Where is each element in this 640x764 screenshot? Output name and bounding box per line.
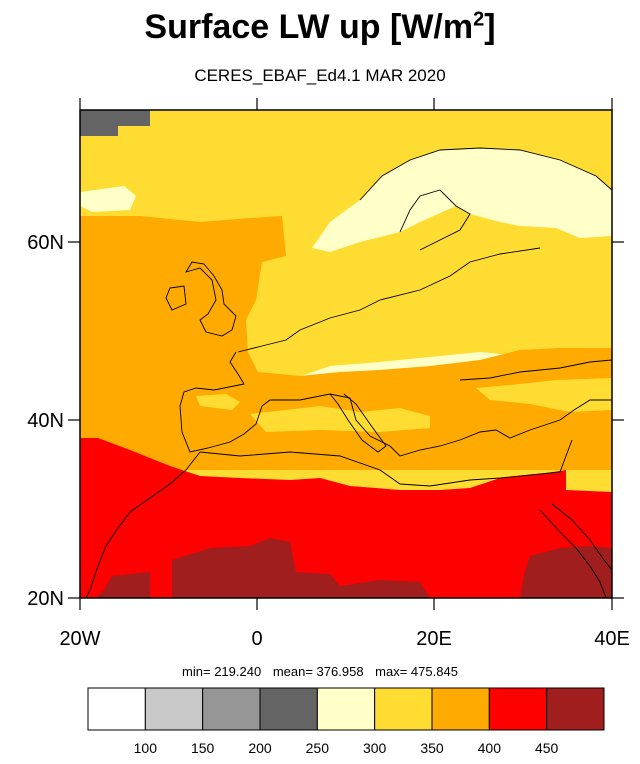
axis-ticks (68, 98, 624, 610)
map-subtitle: CERES_EBAF_Ed4.1 MAR 2020 (194, 66, 446, 85)
coast-africa (199, 439, 573, 487)
colorbar-swatch (259, 687, 318, 731)
colorbar-swatch (431, 687, 490, 731)
lat-label-40n: 40N (27, 410, 64, 432)
lat-label-60n: 60N (27, 232, 64, 254)
field-pale-scandinavia (312, 148, 612, 252)
colorbar-swatch (488, 687, 548, 731)
coast-red-sea-w (539, 509, 607, 598)
field-layer (80, 110, 612, 598)
lat-label-20n: 20N (27, 588, 64, 610)
coast-baltic (399, 189, 471, 251)
coast-britain (185, 261, 237, 337)
plot-frame (79, 109, 613, 599)
colorbar-tick-label: 200 (248, 740, 272, 756)
field-yellow-med (250, 406, 430, 432)
lon-label-0: 0 (251, 628, 263, 650)
coast-scandinavia (359, 147, 612, 201)
lon-label-40e: 40E (594, 628, 630, 650)
field-darkred-1 (96, 572, 150, 598)
field-darkred-2 (172, 538, 430, 598)
coast-ireland (165, 285, 187, 311)
colorbar-swatch (144, 687, 204, 731)
map-title: Surface LW up [W/m2] (144, 8, 496, 46)
colorbar-swatch (546, 687, 605, 731)
colorbar-tick-label: 400 (477, 740, 501, 756)
field-yellow-spain (196, 394, 240, 410)
colorbar-swatch (87, 687, 146, 731)
colorbar-tick-label: 350 (420, 740, 444, 756)
field-gray (80, 110, 150, 136)
field-pale-greenland (80, 186, 136, 212)
colorbar-swatch (316, 687, 376, 731)
colorbar-tick-label: 250 (305, 740, 329, 756)
field-darkred-3 (520, 546, 612, 598)
colorbar-swatch (374, 687, 433, 731)
stat-min: min= 219.240 (182, 664, 262, 679)
coast-italy (329, 393, 387, 453)
coast-med-north (179, 351, 612, 457)
colorbar-swatch (202, 687, 261, 731)
lon-label-20w: 20W (59, 628, 101, 650)
colorbar-tick-label: 300 (362, 740, 387, 756)
field-yellow-balkans (476, 378, 612, 412)
coast-west-africa (85, 451, 201, 598)
stats-line: min= 219.240 mean= 376.958 max= 475.845 (0, 664, 640, 679)
coast-red-sea-e (551, 503, 612, 571)
stat-mean: mean= 376.958 (272, 664, 364, 679)
coast-north (237, 247, 541, 353)
coastlines (85, 147, 612, 598)
stat-max: max= 475.845 (375, 664, 458, 679)
coast-black-sea (459, 359, 612, 381)
colorbar-tick-label: 150 (190, 740, 215, 756)
colorbar-tick-label: 100 (133, 740, 157, 756)
colorbar-tick-label: 450 (534, 740, 559, 756)
lon-label-20e: 20E (416, 628, 452, 650)
